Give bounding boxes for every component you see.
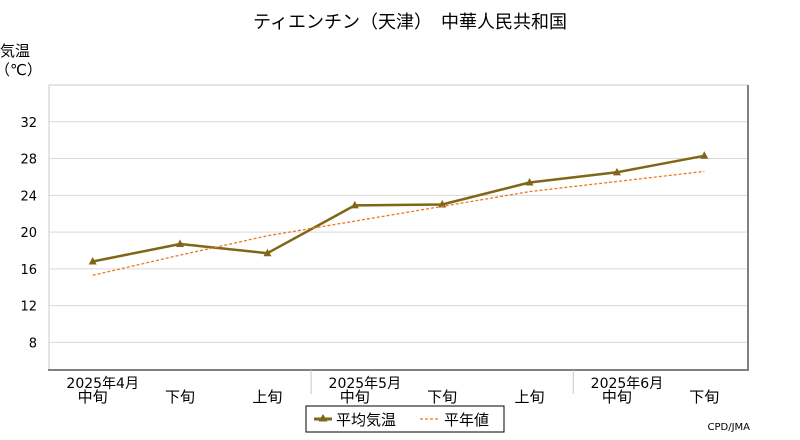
- y-tick-label: 8: [29, 336, 37, 351]
- x-tick-label: 上旬: [515, 388, 545, 406]
- legend-label-normal: 平年値: [444, 411, 489, 429]
- month-label: 2025年5月: [329, 376, 402, 392]
- y-tick-label: 12: [20, 300, 37, 315]
- legend-label-average: 平均気温: [336, 411, 396, 429]
- x-tick-label: 下旬: [427, 388, 457, 406]
- data-point: [263, 248, 272, 257]
- series-line-average: [92, 154, 705, 263]
- y-tick-label: 24: [20, 189, 37, 204]
- x-tick-label: 下旬: [165, 388, 195, 406]
- x-tick-label: 下旬: [689, 388, 719, 406]
- x-tick-label: 上旬: [252, 388, 282, 406]
- data-point: [176, 239, 185, 248]
- y-axis-unit: （℃）: [0, 61, 42, 79]
- month-label: 2025年4月: [66, 376, 139, 392]
- data-point: [438, 200, 447, 208]
- data-point: [350, 200, 359, 209]
- data-point: [88, 257, 97, 265]
- data-point: [612, 167, 621, 176]
- y-tick-label: 20: [20, 226, 37, 241]
- legend-box: [305, 405, 505, 433]
- data-point: [700, 151, 709, 159]
- chart-title: ティエンチン（天津） 中華人民共和国: [253, 12, 567, 33]
- month-label: 2025年6月: [591, 376, 664, 392]
- data-point: [525, 177, 534, 186]
- x-tick-label: 中旬: [340, 388, 370, 406]
- legend-marker-average: [318, 414, 328, 422]
- series-line-normal: [92, 170, 705, 276]
- legend: 平均気温 平年値: [305, 405, 505, 433]
- x-tick-label: 中旬: [78, 388, 108, 406]
- y-tick-label: 32: [20, 116, 37, 131]
- y-tick-label: 16: [20, 263, 37, 278]
- x-tick-label: 中旬: [602, 388, 632, 406]
- credit-label: CPD/JMA: [708, 422, 751, 433]
- y-tick-label: 28: [20, 153, 37, 168]
- y-axis-label: 気温: [0, 42, 30, 60]
- plot-area: 8 12 16 20 24 28 32 中旬 下旬 上旬 中旬 下旬 上旬 中旬 下旬 2025年4月 2025…: [20, 84, 749, 406]
